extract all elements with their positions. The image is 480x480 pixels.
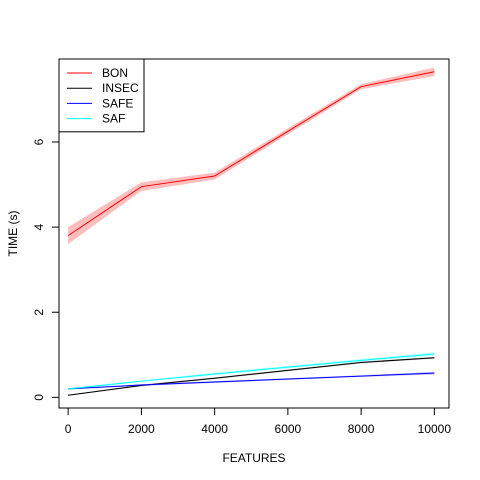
y-axis-label: TIME (s) — [6, 211, 20, 257]
y-axis: 0 2 4 6 — [32, 138, 60, 401]
x-tick-label: 10000 — [418, 422, 452, 436]
series-line-insec — [68, 357, 435, 396]
x-tick-label: 0 — [65, 422, 72, 436]
y-tick-label: 2 — [32, 309, 46, 316]
legend-label-insec: INSEC — [102, 81, 139, 95]
x-axis: 0 2000 4000 6000 8000 10000 — [65, 407, 452, 436]
x-tick-label: 8000 — [348, 422, 375, 436]
legend-label-safe: SAFE — [102, 96, 133, 110]
band-bon — [68, 67, 435, 245]
x-tick-label: 6000 — [275, 422, 302, 436]
y-tick-label: 6 — [32, 138, 46, 145]
legend-label-saf: SAF — [102, 112, 125, 126]
legend-label-bon: BON — [102, 66, 128, 80]
legend-box — [58, 58, 145, 133]
series-line-saf — [68, 353, 435, 390]
series-line-safe — [68, 372, 435, 390]
x-axis-label: FEATURES — [222, 451, 285, 465]
series-lines — [67, 71, 435, 396]
y-tick-label: 4 — [32, 223, 46, 230]
band-insec — [68, 356, 435, 396]
x-tick-label: 2000 — [128, 422, 155, 436]
x-tick-label: 4000 — [201, 422, 228, 436]
series-line-bon — [67, 71, 435, 237]
y-tick-label: 0 — [32, 394, 46, 401]
